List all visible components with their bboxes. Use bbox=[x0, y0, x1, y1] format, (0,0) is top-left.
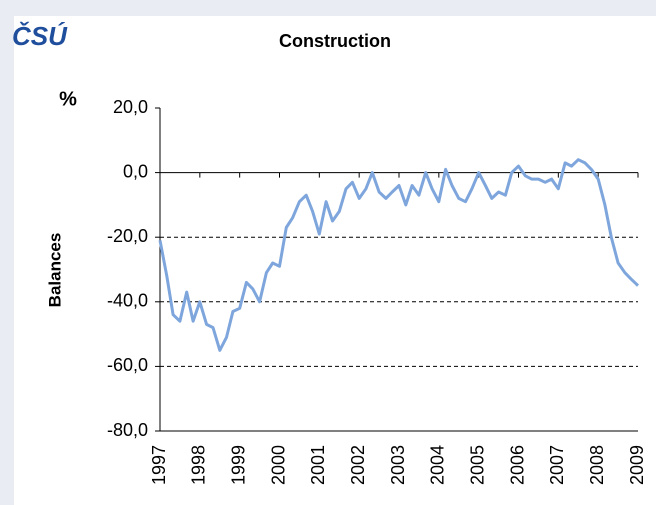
y-tick-label: 0,0 bbox=[123, 161, 148, 181]
y-tick-label: -20,0 bbox=[107, 226, 148, 246]
x-tick-label: 2001 bbox=[308, 445, 328, 485]
logo: ČSÚ bbox=[12, 21, 68, 51]
unit-label: % bbox=[59, 88, 77, 110]
x-tick-label: 2004 bbox=[428, 445, 448, 485]
x-tick-label: 1999 bbox=[228, 445, 248, 485]
y-tick-label: -60,0 bbox=[107, 355, 148, 375]
y-axis-label: Balances bbox=[45, 233, 64, 308]
x-tick-label: 2000 bbox=[268, 445, 288, 485]
x-tick-label: 2005 bbox=[467, 445, 487, 485]
x-tick-label: 2002 bbox=[348, 445, 368, 485]
data-line bbox=[158, 158, 640, 352]
x-tick-label: 2009 bbox=[627, 445, 647, 485]
chart-background bbox=[14, 16, 656, 505]
y-tick-label: -80,0 bbox=[107, 420, 148, 440]
x-tick-label: 2007 bbox=[547, 445, 567, 485]
x-tick-label: 2008 bbox=[587, 445, 607, 485]
x-tick-label: 2006 bbox=[507, 445, 527, 485]
chart-title: Construction bbox=[279, 31, 391, 51]
x-tick-label: 2003 bbox=[388, 445, 408, 485]
y-tick-label: 20,0 bbox=[113, 97, 148, 117]
y-tick-label: -40,0 bbox=[107, 291, 148, 311]
x-tick-label: 1998 bbox=[189, 445, 209, 485]
x-tick-label: 1997 bbox=[149, 445, 169, 485]
